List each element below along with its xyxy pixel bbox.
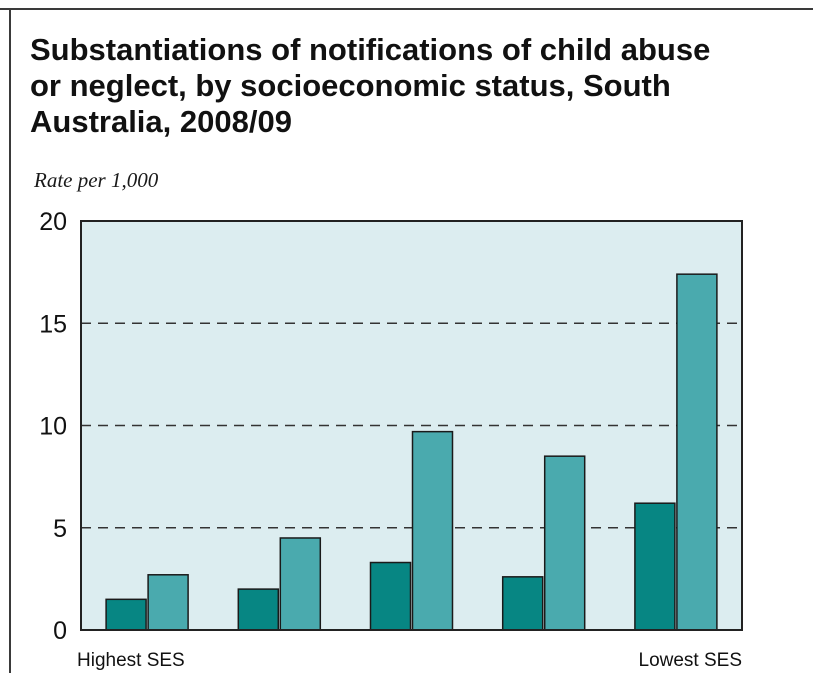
x-category-label: Highest SES — [77, 650, 185, 671]
y-axis-label: Rate per 1,000 — [34, 168, 159, 192]
bar-series1-cat5 — [634, 502, 676, 631]
bar-series2-cat2 — [279, 537, 322, 631]
bar-series1-cat3 — [369, 561, 412, 631]
y-tick-label: 10 — [39, 413, 67, 441]
y-tick-label: 0 — [53, 617, 67, 645]
bar-series1-cat1 — [105, 598, 147, 631]
bar-series1-cat4 — [501, 576, 544, 631]
x-category-label: Lowest SES — [639, 650, 743, 671]
y-tick-label: 20 — [39, 208, 67, 236]
bar-series2-cat1 — [147, 574, 189, 631]
bar-series2-cat5 — [676, 273, 718, 631]
chart-title: Substantiations of notifications of chil… — [30, 32, 711, 139]
bar-series2-cat4 — [543, 455, 586, 631]
y-tick-label: 5 — [53, 515, 67, 543]
bar-series2-cat3 — [411, 430, 454, 631]
frame-left-border — [9, 8, 11, 673]
plot-frame — [80, 220, 743, 631]
frame-top-border — [0, 8, 813, 10]
bar-series1-cat2 — [237, 588, 280, 631]
y-tick-label: 15 — [39, 310, 67, 338]
